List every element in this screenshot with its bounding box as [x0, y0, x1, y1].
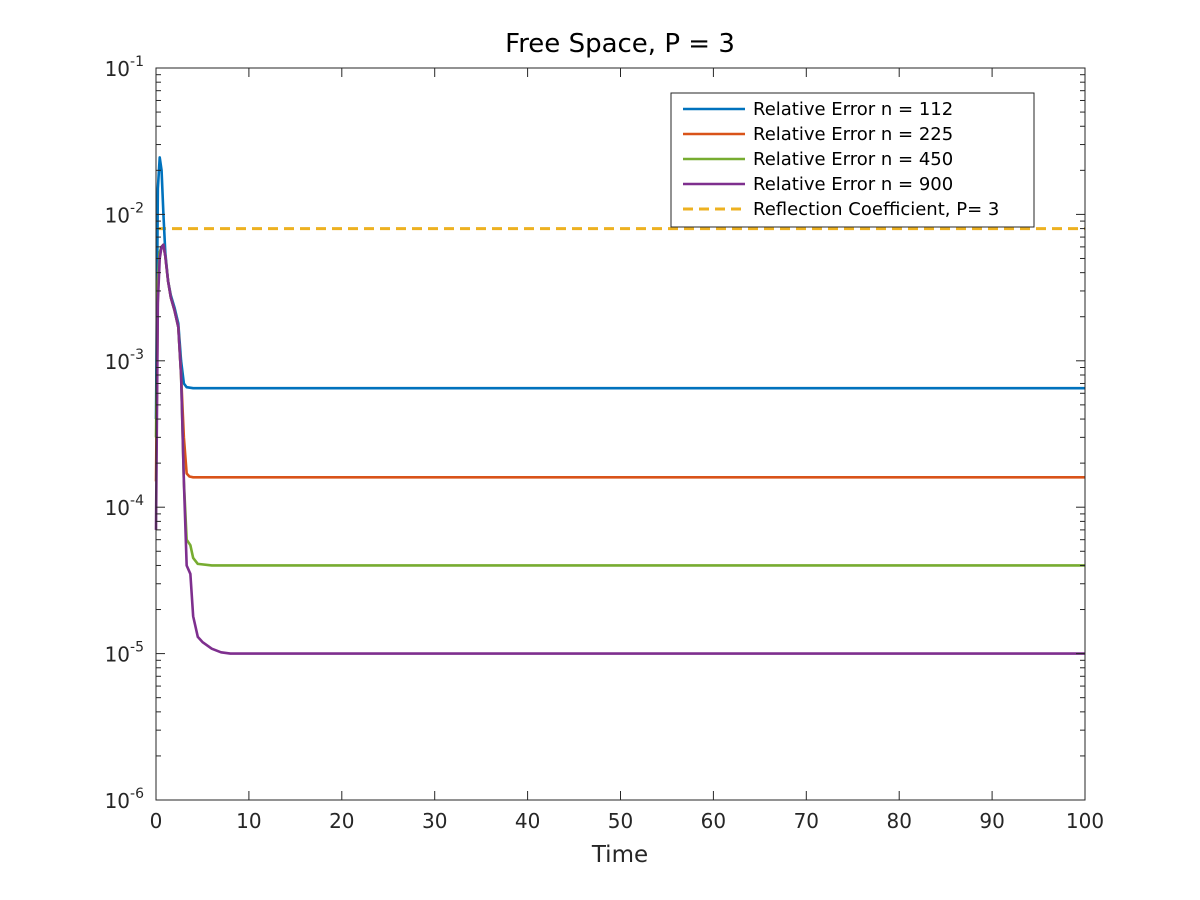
- legend-label: Relative Error n = 225: [753, 124, 953, 145]
- x-tick-label: 40: [515, 809, 540, 833]
- x-tick-label: 20: [329, 809, 354, 833]
- chart-title: Free Space, P = 3: [505, 29, 735, 59]
- x-tick-label: 30: [422, 809, 447, 833]
- legend-label: Relative Error n = 900: [753, 174, 953, 195]
- x-tick-label: 90: [979, 809, 1004, 833]
- y-tick-label: 10-3: [105, 347, 144, 374]
- x-axis-label: Time: [591, 842, 648, 868]
- x-tick-label: 10: [236, 809, 261, 833]
- y-tick-label: 10-2: [105, 200, 144, 227]
- axes-layer: 0 10 20 30 40 50 60 70 80 90 100 10-6 10-5 10-4 10-3 10…: [105, 54, 1105, 833]
- legend-label: Relative Error n = 112: [753, 99, 953, 120]
- series-line-3: [154, 243, 1085, 655]
- x-tick-label: 70: [794, 809, 819, 833]
- x-tick-label: 60: [701, 809, 726, 833]
- legend: Relative Error n = 112 Relative Error n =…: [670, 92, 1035, 228]
- legend-label: Relative Error n = 450: [753, 149, 953, 170]
- x-tick-label: 0: [150, 809, 163, 833]
- legend-label: Reflection Coefficient, P= 3: [753, 199, 999, 220]
- x-tick-label: 80: [886, 809, 911, 833]
- y-tick-label: 10-4: [105, 493, 145, 520]
- x-tick-label: 50: [608, 809, 633, 833]
- y-tick-label: 10-5: [105, 640, 144, 667]
- y-tick-label: 10-6: [105, 786, 145, 813]
- y-tick-label: 10-1: [105, 54, 144, 81]
- series-layer: [154, 156, 1085, 655]
- x-tick-label: 100: [1066, 809, 1104, 833]
